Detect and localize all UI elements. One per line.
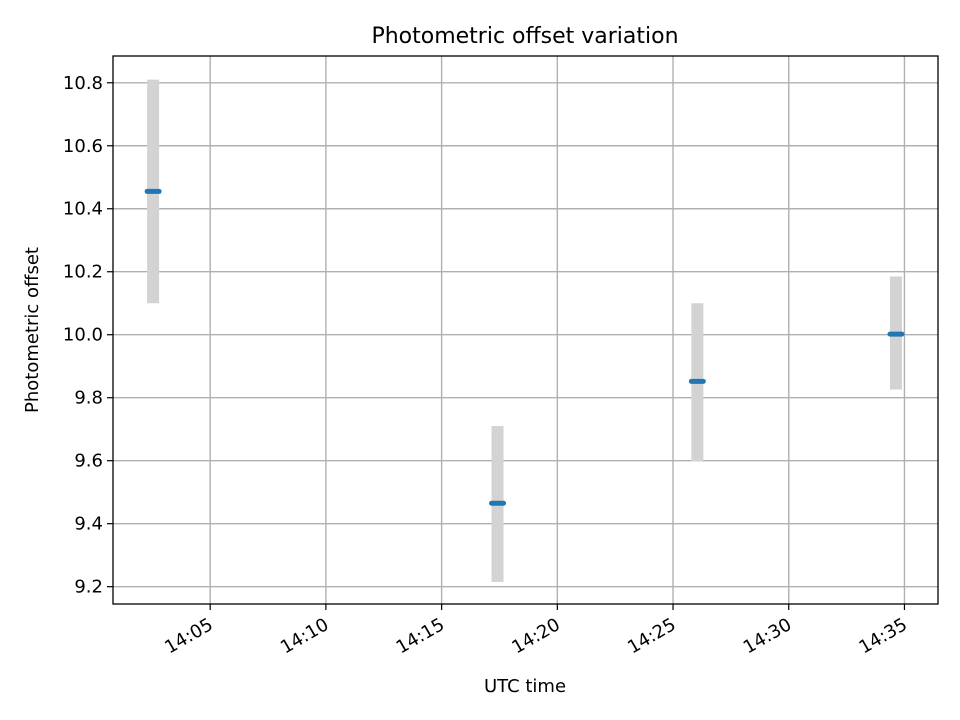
y-tick-label: 10.0 (63, 325, 103, 346)
x-tick-label: 14:15 (393, 614, 448, 658)
grid (113, 56, 938, 604)
y-tick-label: 10.4 (63, 199, 103, 220)
y-tick-label: 10.8 (63, 73, 103, 94)
plot-frame (112, 55, 939, 605)
y-tick-label: 10.2 (63, 262, 103, 283)
y-axis-ticks: 9.2 9.4 9.6 9.8 10.0 10.2 10.4 10.6 10.8 (63, 73, 113, 598)
x-axis-ticks: 14:05 14:10 14:15 14:20 14:25 14:30 14:35 (161, 604, 911, 658)
x-tick-label: 14:35 (856, 614, 911, 658)
y-tick-label: 9.2 (74, 577, 103, 598)
y-tick-label: 10.6 (63, 136, 103, 157)
x-tick-label: 14:30 (740, 614, 795, 658)
y-axis-label: Photometric offset (22, 247, 43, 413)
y-tick-label: 9.4 (74, 514, 103, 535)
x-tick-label: 14:20 (508, 614, 563, 658)
y-tick-label: 9.6 (74, 451, 103, 472)
x-tick-label: 14:05 (161, 614, 216, 658)
x-tick-label: 14:25 (624, 614, 679, 658)
chart-title: Photometric offset variation (371, 24, 678, 49)
x-tick-label: 14:10 (277, 614, 332, 658)
data-points (144, 188, 905, 506)
y-tick-label: 9.8 (74, 388, 103, 409)
x-axis-label: UTC time (484, 676, 566, 697)
